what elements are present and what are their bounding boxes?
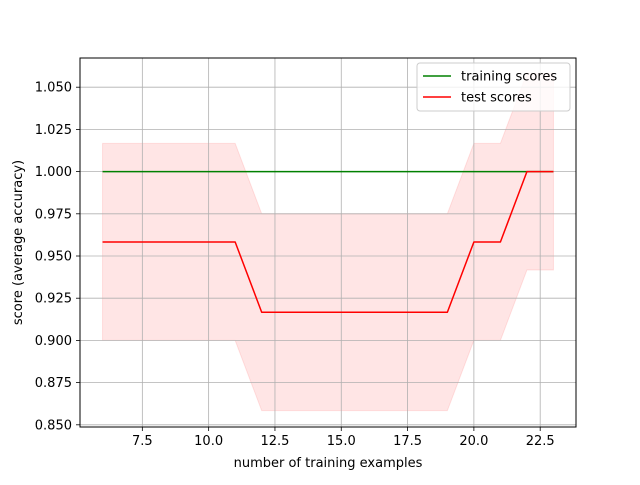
legend: training scores test scores	[416, 62, 571, 112]
x-axis-ticks: 7.5 10.0 12.5 15.0 17.5 20.0 22.5	[132, 427, 555, 449]
x-tick-label-3: 12.5	[260, 434, 289, 449]
y-axis-ticks: 0.850 0.875 0.900 0.925 0.950 0.975 1.000 1.025…	[35, 81, 80, 433]
x-tick-label-6: 20.0	[459, 434, 488, 449]
grid-layer	[80, 58, 576, 427]
x-tick-label-7: 22.5	[526, 434, 555, 449]
series-line-2	[102, 170, 554, 313]
legend-box	[416, 62, 571, 112]
x-axis-label: number of training examples	[234, 456, 423, 471]
y-axis-label: score (average accuracy)	[11, 160, 26, 325]
y-tick-label-4: 0.925	[35, 292, 72, 307]
y-tick-label-2: 0.875	[35, 376, 72, 391]
x-tick-label-2: 10.0	[194, 434, 223, 449]
legend-label-2: test scores	[461, 91, 532, 106]
y-tick-label-6: 0.975	[35, 207, 72, 222]
y-tick-label-7: 1.000	[35, 165, 72, 180]
x-tick-label-4: 15.0	[327, 434, 356, 449]
y-tick-label-9: 1.050	[35, 81, 72, 96]
legend-label-1: training scores	[461, 70, 557, 85]
x-tick-label-5: 17.5	[393, 434, 422, 449]
y-tick-label-8: 1.025	[35, 123, 72, 138]
y-tick-label-1: 0.850	[35, 418, 72, 433]
y-tick-label-3: 0.900	[35, 334, 72, 349]
x-tick-label-1: 7.5	[132, 434, 153, 449]
plot-frame	[79, 57, 577, 428]
series-lines-layer	[102, 170, 554, 313]
y-tick-label-5: 0.950	[35, 250, 72, 265]
